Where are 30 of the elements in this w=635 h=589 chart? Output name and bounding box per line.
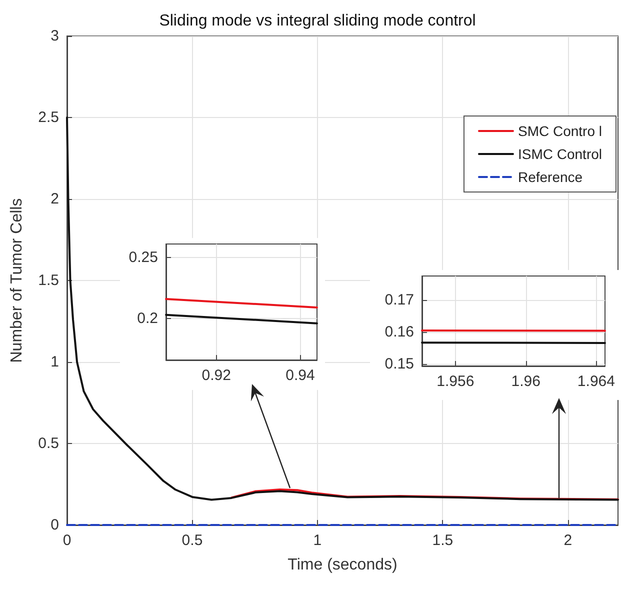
x-tick-label: 0.5 <box>182 532 203 549</box>
x-tick-label: 1.956 <box>436 373 474 390</box>
legend-label: ISMC Control <box>518 146 602 162</box>
y-tick-label: 0.25 <box>128 248 158 266</box>
y-tick-label: 3 <box>50 28 59 44</box>
x-tick-label: 1.5 <box>432 532 454 549</box>
x-tick-label: 1 <box>313 532 322 549</box>
legend-label: Reference <box>518 169 583 185</box>
y-tick-label: 2 <box>50 190 59 208</box>
y-tick-label: 1 <box>50 354 59 370</box>
y-axis-title: Number of Tumor Cells <box>8 198 26 363</box>
y-tick-label: 0.17 <box>384 292 414 309</box>
line-series <box>230 488 619 500</box>
y-tick-label: 1.5 <box>38 272 59 289</box>
y-tick-label: 0 <box>50 516 59 534</box>
x-tick-label: 0.94 <box>286 367 315 384</box>
x-tick-label: 1.964 <box>577 373 615 390</box>
chart-title: Sliding mode vs integral sliding mode control <box>159 12 476 30</box>
y-tick-label: 0.5 <box>38 435 59 452</box>
y-tick-label: 0.15 <box>384 356 414 373</box>
y-tick-label: 0.16 <box>384 324 414 341</box>
legend-label: SMC Contro l <box>518 123 602 139</box>
y-tick-label: 0.2 <box>137 310 158 327</box>
x-tick-label: 0.92 <box>202 367 231 384</box>
x-axis-title: Time (seconds) <box>288 556 398 574</box>
x-tick-label: 0 <box>62 532 72 549</box>
x-tick-label: 1.96 <box>511 373 540 390</box>
x-tick-label: 2 <box>564 532 572 549</box>
y-tick-label: 2.5 <box>38 109 59 126</box>
line-series <box>66 116 619 501</box>
